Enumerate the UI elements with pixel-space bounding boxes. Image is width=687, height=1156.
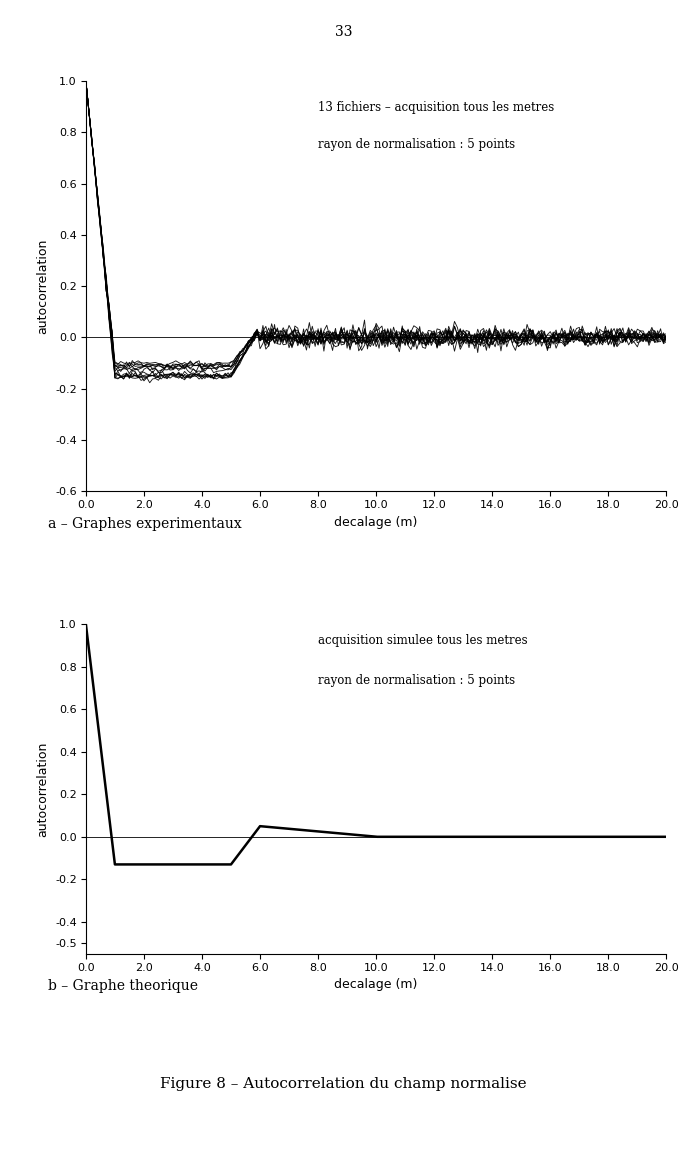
Text: 13 fichiers – acquisition tous les metres: 13 fichiers – acquisition tous les metre… [318, 102, 554, 114]
Text: rayon de normalisation : 5 points: rayon de normalisation : 5 points [318, 139, 515, 151]
Text: 33: 33 [335, 25, 352, 39]
X-axis label: decalage (m): decalage (m) [335, 978, 418, 992]
Text: Figure 8 – Autocorrelation du champ normalise: Figure 8 – Autocorrelation du champ norm… [160, 1077, 527, 1091]
Text: rayon de normalisation : 5 points: rayon de normalisation : 5 points [318, 674, 515, 687]
X-axis label: decalage (m): decalage (m) [335, 516, 418, 529]
Text: b – Graphe theorique: b – Graphe theorique [48, 979, 198, 993]
Text: acquisition simulee tous les metres: acquisition simulee tous les metres [318, 635, 528, 647]
Text: a – Graphes experimentaux: a – Graphes experimentaux [48, 517, 242, 531]
Y-axis label: autocorrelation: autocorrelation [36, 741, 49, 837]
Y-axis label: autocorrelation: autocorrelation [36, 238, 49, 334]
